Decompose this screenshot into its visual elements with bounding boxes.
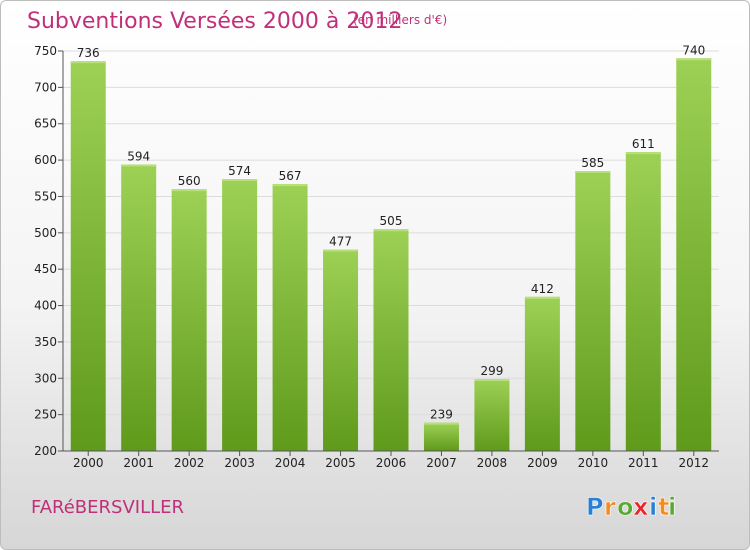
- data-label-2000: 736: [77, 46, 100, 60]
- chart-title: Subventions Versées 2000 à 2012: [27, 9, 403, 34]
- bar-highlight: [524, 296, 560, 299]
- bar-2006: [373, 229, 409, 451]
- x-tick-label-2004: 2004: [275, 456, 306, 470]
- bar-highlight: [171, 189, 207, 192]
- logo-letter: i: [668, 493, 676, 521]
- bar-highlight: [474, 379, 510, 381]
- bar-highlight: [323, 249, 359, 252]
- data-label-2010: 585: [581, 156, 604, 170]
- data-label-2011: 611: [632, 137, 655, 151]
- y-tick-label: 700: [34, 80, 57, 94]
- logo-letter: r: [604, 493, 616, 521]
- data-label-2008: 299: [480, 364, 503, 378]
- y-tick-label: 350: [34, 335, 57, 349]
- y-tick-label: 450: [34, 262, 57, 276]
- y-tick-label: 750: [34, 44, 57, 58]
- bar-highlight: [575, 171, 611, 173]
- labels: 200 250 300 350 400 450 500 550 600 650 700 750 736 2…: [34, 43, 709, 470]
- bar-2001: [121, 164, 157, 452]
- x-tick-label-2012: 2012: [678, 456, 709, 470]
- logo-letter: i: [649, 493, 657, 521]
- bar-2007: [423, 422, 459, 451]
- bar-2004: [272, 184, 308, 451]
- x-tick-label-2005: 2005: [325, 456, 356, 470]
- y-tick-label: 400: [34, 299, 57, 313]
- logo-letter: t: [658, 493, 669, 521]
- bar-highlight: [373, 229, 409, 232]
- data-label-2004: 567: [279, 169, 302, 183]
- x-tick-label-2001: 2001: [123, 456, 154, 470]
- x-tick-label-2011: 2011: [628, 456, 659, 470]
- x-tick-label-2010: 2010: [578, 456, 609, 470]
- data-label-2006: 505: [380, 214, 403, 228]
- bar-2009: [524, 296, 560, 451]
- data-label-2002: 560: [178, 174, 201, 188]
- data-label-2001: 594: [127, 149, 150, 163]
- bar-highlight: [70, 61, 106, 64]
- x-tick-label-2009: 2009: [527, 456, 558, 470]
- bar-highlight: [272, 184, 308, 187]
- chart-subtitle: (en milliers d'€): [353, 13, 448, 27]
- logo-letter: x: [633, 493, 649, 521]
- bar-2010: [575, 171, 611, 451]
- logo-letter: o: [617, 493, 634, 521]
- y-tick-label: 250: [34, 408, 57, 422]
- bars: [70, 58, 712, 452]
- data-label-2007: 239: [430, 408, 453, 422]
- y-tick-label: 500: [34, 226, 57, 240]
- bar-2011: [625, 152, 661, 451]
- bar-highlight: [222, 179, 258, 181]
- data-label-2003: 574: [228, 164, 251, 178]
- x-tick-label-2000: 2000: [73, 456, 104, 470]
- bar-2005: [323, 249, 359, 451]
- x-tick-label-2007: 2007: [426, 456, 457, 470]
- bar-2008: [474, 379, 510, 451]
- bar-highlight: [625, 152, 661, 155]
- logo-letter: P: [586, 493, 604, 521]
- y-tick-label: 600: [34, 153, 57, 167]
- y-tick-label: 550: [34, 189, 57, 203]
- bar-2003: [222, 179, 258, 451]
- bar-highlight: [676, 58, 712, 61]
- x-tick-label-2002: 2002: [174, 456, 205, 470]
- y-tick-label: 300: [34, 371, 57, 385]
- data-label-2012: 740: [682, 43, 705, 57]
- y-tick-label: 200: [34, 444, 57, 458]
- x-tick-label-2008: 2008: [477, 456, 508, 470]
- x-tick-label-2006: 2006: [376, 456, 407, 470]
- bar-highlight: [121, 164, 157, 167]
- y-tick-label: 650: [34, 117, 57, 131]
- data-label-2009: 412: [531, 282, 554, 296]
- x-tick-label-2003: 2003: [224, 456, 255, 470]
- bar-2000: [70, 61, 106, 451]
- bar-highlight: [423, 422, 459, 425]
- axes: [58, 50, 719, 456]
- bar-2012: [676, 58, 712, 451]
- data-label-2005: 477: [329, 235, 352, 249]
- bar-2002: [171, 189, 207, 451]
- commune-name: FARéBERSVILLER: [31, 497, 184, 518]
